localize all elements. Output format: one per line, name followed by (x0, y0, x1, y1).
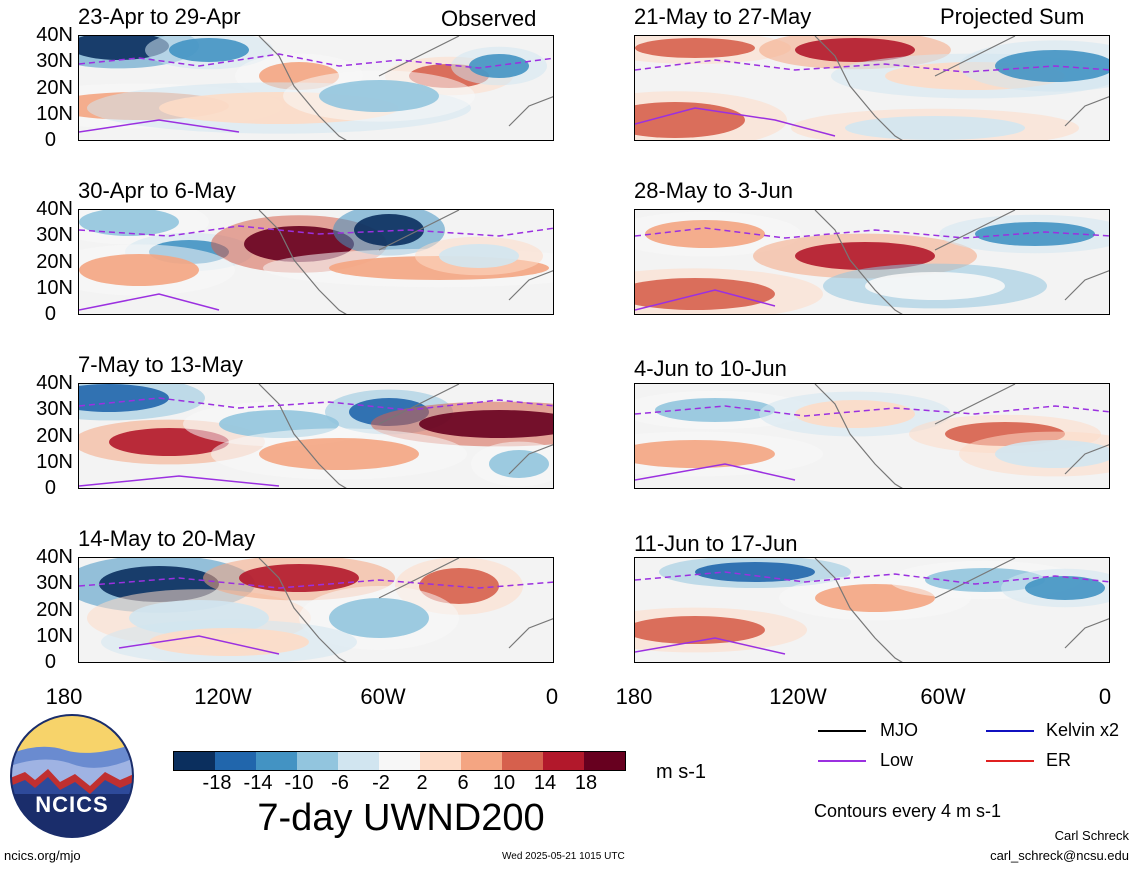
main-title: 7-day UWND200 (257, 797, 545, 839)
colorbar-label: -14 (243, 772, 273, 794)
colorbar-label: -18 (202, 772, 232, 794)
legend-label-kelvin: Kelvin x2 (1046, 720, 1120, 740)
colorbar-swatch (461, 752, 502, 770)
footer-email: carl_schreck@ncsu.edu (990, 848, 1129, 863)
colorbar-swatch (584, 752, 625, 770)
logo-text: NCICS (35, 792, 109, 817)
ncics-logo: NCICS (10, 714, 134, 838)
colorbar-swatch (256, 752, 297, 770)
colorbar-label: 18 (574, 772, 598, 794)
x-tick-label: 180 (45, 684, 83, 709)
y-tick-label: 40N (36, 198, 73, 220)
colorbar-label: 6 (457, 772, 469, 794)
map-panel-8 (634, 557, 1110, 663)
colorbar-label: -10 (284, 772, 314, 794)
colorbar-label: 10 (492, 772, 516, 794)
legend-label-low: Low (880, 750, 914, 770)
map-panel-5 (634, 35, 1110, 141)
x-tick-label: 0 (545, 684, 559, 709)
y-tick-label: 40N (36, 24, 73, 46)
colorbar-swatch (297, 752, 338, 770)
colorbar-swatch (215, 752, 256, 770)
y-tick-label: 20N (36, 251, 73, 273)
colorbar-swatch (338, 752, 379, 770)
map-panel-4 (78, 557, 554, 663)
colorbar-label: -2 (372, 772, 390, 794)
map-panel-2 (78, 209, 554, 315)
panel-title-4: 14-May to 20-May (78, 526, 256, 551)
x-tick-label: 60W (360, 684, 406, 709)
map-panel-6 (634, 209, 1110, 315)
legend-line-low (818, 760, 866, 762)
colorbar-units: m s-1 (656, 761, 706, 783)
y-tick-label: 30N (36, 398, 73, 420)
y-tick-label: 0 (44, 129, 56, 151)
colorbar-swatch (543, 752, 584, 770)
y-tick-label: 20N (36, 425, 73, 447)
map-panel-1 (78, 35, 554, 141)
legend-line-kelvin (986, 730, 1034, 732)
y-tick-label: 40N (36, 372, 73, 394)
projected-label: Projected Sum (940, 4, 1085, 29)
colorbar-swatch (174, 752, 215, 770)
y-tick-label: 20N (36, 599, 73, 621)
y-tick-label: 20N (36, 77, 73, 99)
panel-title-2: 30-Apr to 6-May (78, 178, 236, 203)
y-tick-label: 0 (44, 477, 56, 499)
y-tick-label: 30N (36, 572, 73, 594)
legend-label-er: ER (1046, 750, 1072, 770)
y-tick-label: 0 (44, 651, 56, 673)
footer-author: Carl Schreck (1054, 828, 1129, 843)
y-tick-label: 10N (36, 103, 73, 125)
y-tick-label: 10N (36, 277, 73, 299)
y-tick-label: 30N (36, 50, 73, 72)
contour-note: Contours every 4 m s-1 (814, 801, 1002, 821)
colorbar-label: -6 (331, 772, 349, 794)
panel-title-5: 21-May to 27-May (634, 4, 812, 29)
footer-url: ncics.org/mjo (4, 848, 81, 863)
colorbar-swatch (420, 752, 461, 770)
legend-line-mjo (818, 730, 866, 732)
x-tick-label: 120W (769, 684, 827, 709)
footer-timestamp: Wed 2025-05-21 1015 UTC (502, 851, 625, 862)
x-tick-label: 60W (920, 684, 966, 709)
colorbar (173, 751, 626, 771)
legend-line-er (986, 760, 1034, 762)
observed-label: Observed (441, 6, 537, 31)
y-tick-label: 40N (36, 546, 73, 568)
panel-title-8: 11-Jun to 17-Jun (634, 531, 798, 556)
x-tick-label: 0 (1098, 684, 1112, 709)
x-tick-label: 180 (615, 684, 653, 709)
map-panel-3 (78, 383, 554, 489)
panel-title-3: 7-May to 13-May (78, 352, 244, 377)
colorbar-label: 2 (416, 772, 428, 794)
x-tick-label: 120W (194, 684, 252, 709)
panel-title-1: 23-Apr to 29-Apr (78, 4, 241, 29)
colorbar-swatch (379, 752, 420, 770)
y-tick-label: 10N (36, 625, 73, 647)
map-panel-7 (634, 383, 1110, 489)
y-tick-label: 10N (36, 451, 73, 473)
colorbar-swatch (502, 752, 543, 770)
panel-title-6: 28-May to 3-Jun (634, 178, 793, 203)
legend-label-mjo: MJO (880, 720, 918, 740)
y-tick-label: 30N (36, 224, 73, 246)
panel-title-7: 4-Jun to 10-Jun (634, 356, 787, 381)
y-tick-label: 0 (44, 303, 56, 325)
colorbar-label: 14 (533, 772, 557, 794)
